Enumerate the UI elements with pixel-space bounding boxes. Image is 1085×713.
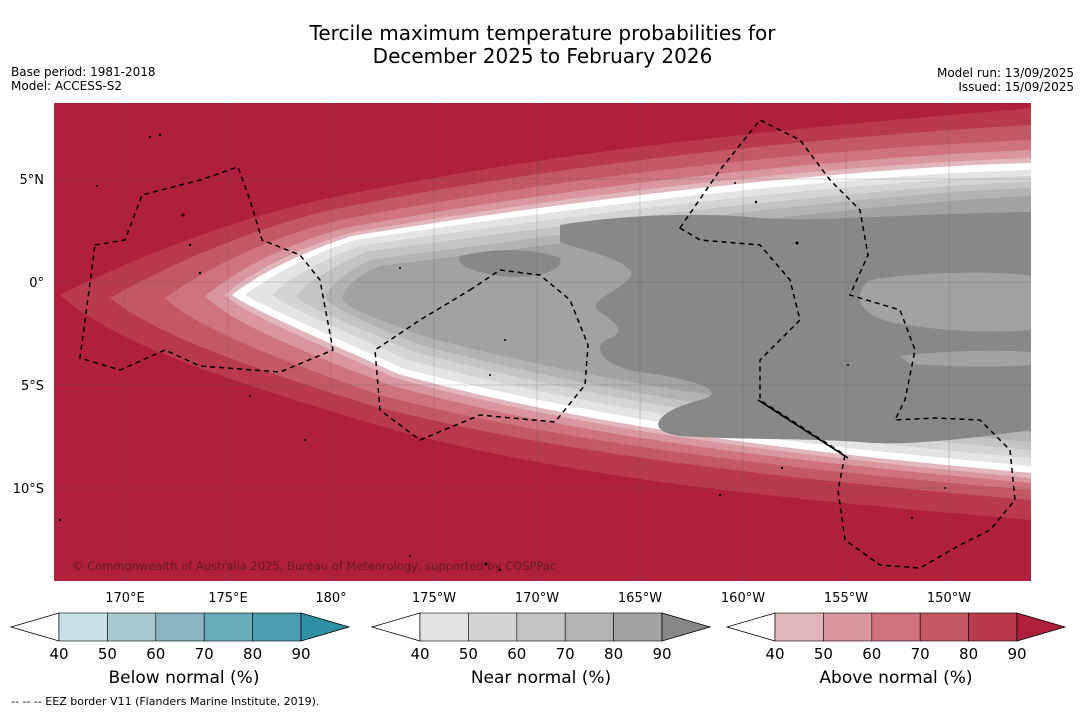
footnote: -- -- -- EEZ border V11 (Flanders Marine… bbox=[11, 695, 320, 708]
colorbar-below-segment bbox=[58, 612, 108, 642]
title-line-2: December 2025 to February 2026 bbox=[372, 44, 713, 68]
colorbar-below-segment bbox=[203, 612, 253, 642]
lon-label-170e: 170°E bbox=[105, 591, 145, 606]
model-run: Model run: 13/09/2025 bbox=[936, 66, 1074, 80]
colorbar-title-above: Above normal (%) bbox=[819, 668, 973, 688]
colorbar-title-near: Near normal (%) bbox=[470, 668, 612, 688]
model-name: Model: ACCESS-S2 bbox=[11, 79, 123, 93]
colorbar-near-tick-label: 70 bbox=[556, 645, 575, 663]
page-title: Tercile maximum temperature probabilitie… bbox=[0, 22, 1085, 68]
colorbar-near-lower-extend bbox=[370, 612, 421, 642]
colorbar-below-tick-label: 70 bbox=[195, 645, 214, 663]
base-period: Base period: 1981-2018 bbox=[11, 65, 156, 79]
lon-label-150w: 150°W bbox=[927, 591, 971, 606]
colorbar-above-segment bbox=[968, 612, 1018, 642]
colorbar-near-segment bbox=[613, 612, 663, 642]
lon-label-165w: 165°W bbox=[618, 591, 662, 606]
colorbar-above-tick-label: 90 bbox=[1007, 645, 1026, 663]
lon-label-180: 180° bbox=[315, 591, 346, 606]
colorbar-near-segment bbox=[516, 612, 566, 642]
lon-label-155w: 155°W bbox=[824, 591, 868, 606]
colorbar-near-tick-label: 40 bbox=[410, 645, 429, 663]
band-near-90-b bbox=[459, 250, 561, 278]
colorbar-above-segment bbox=[871, 612, 921, 642]
colorbars: 40 50 60 70 80 90 40 50 60 70 80 90 40 50 60 70 80 90 bbox=[9, 612, 1067, 663]
colorbar-above-tick-label: 60 bbox=[862, 645, 881, 663]
colorbar-title-below: Below normal (%) bbox=[108, 668, 260, 688]
colorbar-near-segment bbox=[468, 612, 518, 642]
colorbar-below-tick-label: 40 bbox=[49, 645, 68, 663]
lon-label-175w: 175°W bbox=[412, 591, 456, 606]
lon-label-170w: 170°W bbox=[515, 591, 559, 606]
colorbar-near-tick-label: 90 bbox=[652, 645, 671, 663]
colorbar-below-tick-label: 60 bbox=[146, 645, 165, 663]
lat-label-0: 0° bbox=[29, 276, 44, 291]
map-plot-area: © Commonwealth of Australia 2025, Bureau… bbox=[54, 103, 1031, 581]
lon-label-175e: 175°E bbox=[208, 591, 248, 606]
colorbar-above-upper-extend bbox=[1016, 612, 1067, 642]
colorbar-below-upper-extend bbox=[300, 612, 351, 642]
meta-right: Model run: 13/09/2025 Issued: 15/09/2025 bbox=[937, 66, 1074, 94]
band-near-90 bbox=[560, 212, 1031, 444]
lat-label-10s: 10°S bbox=[13, 482, 44, 497]
colorbar-near-segment bbox=[564, 612, 614, 642]
colorbar-near-tick-label: 80 bbox=[604, 645, 623, 663]
title-line-1: Tercile maximum temperature probabilitie… bbox=[309, 21, 776, 45]
colorbar-above-tick-label: 70 bbox=[911, 645, 930, 663]
colorbar-above-segment bbox=[823, 612, 873, 642]
colorbar-above-segment bbox=[919, 612, 969, 642]
islands bbox=[58, 133, 946, 572]
colorbar-near-tick-label: 50 bbox=[459, 645, 478, 663]
colorbar-below-segment bbox=[252, 612, 302, 642]
colorbar-below-segment bbox=[155, 612, 205, 642]
graticule bbox=[54, 103, 1031, 581]
lat-label-5s: 5°S bbox=[21, 379, 44, 394]
colorbar-below-tick-label: 90 bbox=[291, 645, 310, 663]
colorbar-near-tick-label: 60 bbox=[507, 645, 526, 663]
colorbar-below-tick-label: 80 bbox=[243, 645, 262, 663]
colorbar-below-segment bbox=[107, 612, 157, 642]
meta-left: Base period: 1981-2018 Model: ACCESS-S2 bbox=[11, 65, 156, 93]
issued-date: Issued: 15/09/2025 bbox=[958, 80, 1074, 94]
solid-border bbox=[757, 399, 849, 459]
colorbar-above-tick-label: 80 bbox=[959, 645, 978, 663]
colorbar-above-segment bbox=[774, 612, 824, 642]
eez-borders bbox=[79, 119, 1016, 569]
copyright-text: © Commonwealth of Australia 2025, Bureau… bbox=[72, 559, 556, 573]
colorbar-above-tick-label: 40 bbox=[765, 645, 784, 663]
colorbar-near-segment bbox=[419, 612, 469, 642]
colorbar-below-lower-extend bbox=[9, 612, 60, 642]
colorbar-below-tick-label: 50 bbox=[98, 645, 117, 663]
lat-label-5n: 5°N bbox=[20, 173, 45, 188]
lon-label-160w: 160°W bbox=[721, 591, 765, 606]
colorbar-above-lower-extend bbox=[725, 612, 776, 642]
colorbar-near-upper-extend bbox=[661, 612, 712, 642]
colorbar-above-tick-label: 50 bbox=[814, 645, 833, 663]
